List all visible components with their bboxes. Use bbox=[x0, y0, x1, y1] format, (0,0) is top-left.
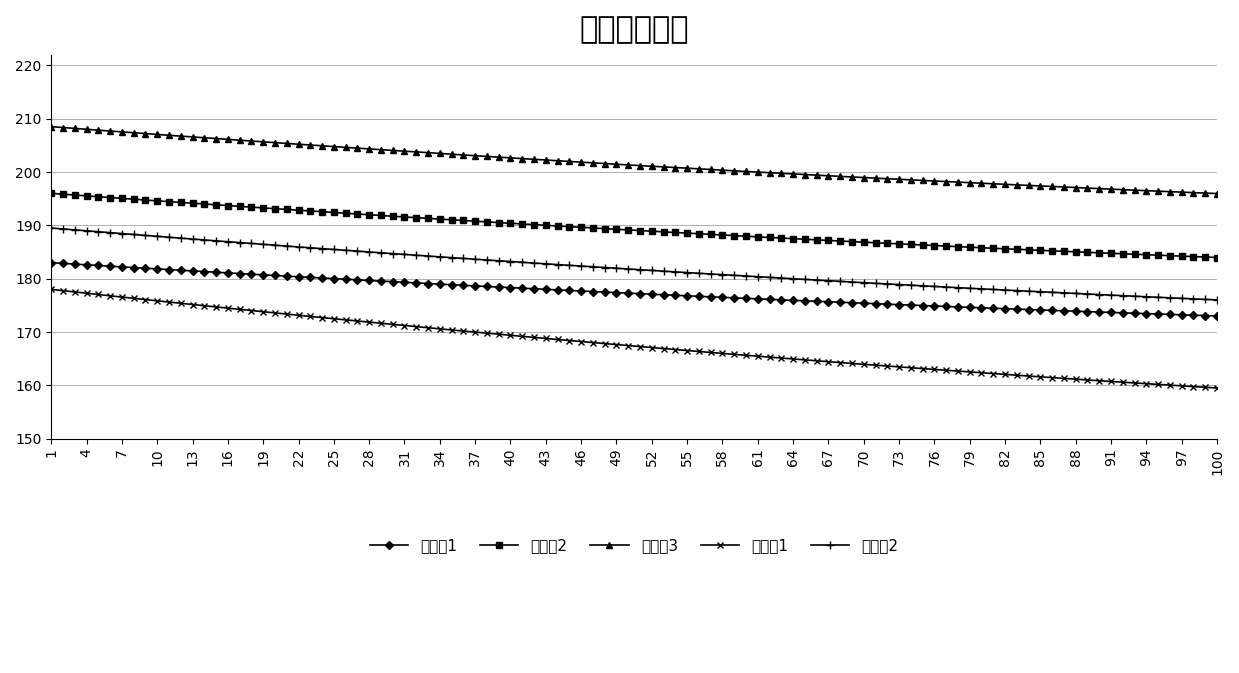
Line: 实施例1: 实施例1 bbox=[48, 260, 1219, 319]
对比例1 bbox=[738, 351, 753, 359]
对比例2 bbox=[268, 241, 282, 249]
对比例2 bbox=[1151, 293, 1166, 302]
对比例2 bbox=[1115, 291, 1130, 299]
对比例2 bbox=[738, 272, 753, 280]
对比例1 bbox=[315, 314, 330, 322]
Line: 对比例1: 对比例1 bbox=[48, 286, 1220, 392]
对比例2 bbox=[315, 244, 330, 252]
对比例2 bbox=[1209, 296, 1224, 304]
实施例3 bbox=[1115, 186, 1130, 194]
实施例2 bbox=[268, 205, 282, 213]
对比例1 bbox=[43, 285, 58, 293]
实施例2 bbox=[43, 189, 58, 197]
实施例2 bbox=[1151, 251, 1166, 259]
实施例2 bbox=[738, 232, 753, 240]
对比例1 bbox=[1151, 380, 1166, 388]
对比例2 bbox=[43, 224, 58, 232]
Line: 实施例2: 实施例2 bbox=[48, 190, 1220, 261]
实施例3 bbox=[1209, 190, 1224, 198]
实施例2 bbox=[644, 227, 659, 236]
实施例3 bbox=[1151, 187, 1166, 195]
Legend: 实施例1, 实施例2, 实施例3, 对比例1, 对比例2: 实施例1, 实施例2, 实施例3, 对比例1, 对比例2 bbox=[362, 531, 906, 561]
实施例1 bbox=[644, 290, 659, 298]
Line: 实施例3: 实施例3 bbox=[48, 123, 1220, 197]
对比例2 bbox=[644, 267, 659, 275]
Line: 对比例2: 对比例2 bbox=[47, 224, 1222, 304]
实施例3 bbox=[268, 139, 282, 147]
实施例1 bbox=[315, 274, 330, 282]
实施例2 bbox=[1209, 254, 1224, 262]
实施例1 bbox=[268, 271, 282, 279]
实施例2 bbox=[315, 208, 330, 216]
实施例1 bbox=[738, 294, 753, 302]
对比例1 bbox=[644, 343, 659, 351]
实施例3 bbox=[644, 162, 659, 170]
实施例2 bbox=[1115, 250, 1130, 258]
实施例3 bbox=[43, 122, 58, 131]
实施例1 bbox=[1209, 312, 1224, 320]
Title: 循环放电性能: 循环放电性能 bbox=[580, 15, 689, 44]
对比例1 bbox=[268, 309, 282, 317]
对比例1 bbox=[1209, 384, 1224, 392]
实施例1 bbox=[43, 258, 58, 267]
实施例1 bbox=[1151, 310, 1166, 318]
实施例3 bbox=[315, 142, 330, 150]
对比例1 bbox=[1115, 378, 1130, 386]
实施例3 bbox=[738, 168, 753, 176]
实施例1 bbox=[1115, 309, 1130, 317]
